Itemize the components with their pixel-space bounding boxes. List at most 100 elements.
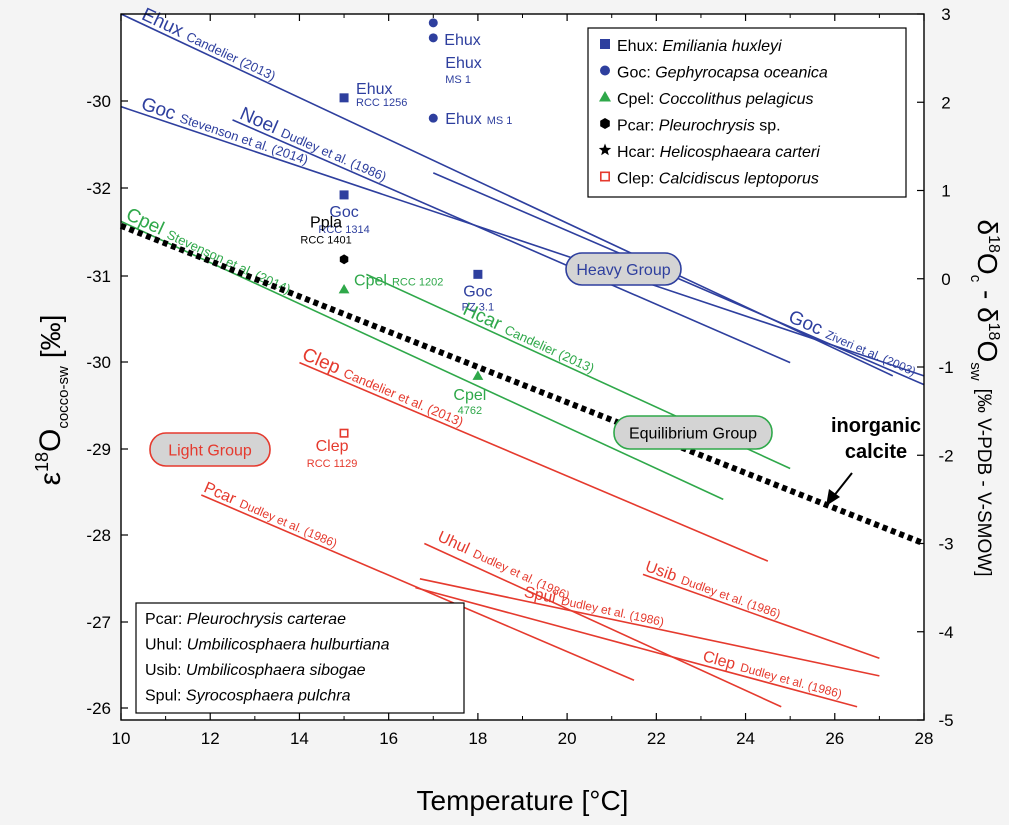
y-left-tick-label: -29: [86, 440, 111, 459]
species-name: Umbilicosphaera sibogae: [186, 662, 366, 679]
point-ehux: [428, 33, 438, 43]
x-tick-label: 22: [647, 729, 666, 748]
y-right-tick-label: -5: [938, 711, 953, 730]
point-name: Ehux: [445, 111, 481, 128]
point-sub-label: RCC 1256: [356, 97, 407, 109]
legend-species: Helicosphaeara carteri: [660, 144, 821, 161]
point-ehux: [339, 93, 349, 103]
y-left-tick-label: -30: [86, 92, 111, 111]
point-label: Goc: [329, 204, 358, 221]
legend-marker: [600, 39, 610, 49]
point-sub-label: PZ 3.1: [462, 301, 494, 313]
y-right-tick-label: -1: [938, 358, 953, 377]
inorganic-arrow-shaft: [832, 472, 853, 498]
y-right-label-part: c: [967, 275, 984, 283]
species-name: Umbilicosphaera hulburtiana: [187, 637, 390, 654]
x-tick-label: 12: [201, 729, 220, 748]
legend-suffix: sp.: [755, 118, 781, 135]
species-legend: Pcar: Pleurochrysis carterae Uhul: Umbili…: [135, 602, 465, 714]
legend-marker: [599, 171, 610, 182]
y-right-tick-label: 0: [941, 270, 950, 289]
legend-abbr: Ehux:: [617, 38, 662, 55]
y-right-label-part: sw: [967, 362, 984, 381]
legend-marker: [599, 91, 611, 102]
legend-abbr: Hcar:: [617, 144, 660, 161]
legend-entry: Ehux: Emiliania huxleyi: [617, 38, 782, 55]
y-left-tick-label: -32: [86, 179, 111, 198]
point-ehux: [428, 113, 438, 123]
group-label: Heavy Group: [576, 262, 670, 279]
point-sub-label: RCC 1202: [392, 276, 443, 288]
point-ppla: [339, 254, 349, 265]
y-label-sup: 18: [32, 452, 52, 472]
y-left-tick-label: -26: [86, 699, 111, 718]
legend-entry: Pcar: Pleurochrysis sp.: [617, 118, 781, 135]
species-abbr: Usib:: [145, 662, 186, 679]
y-right-tick-label: 3: [941, 5, 950, 24]
legend-species: Pleurochrysis: [659, 118, 755, 135]
point-label: Cpel: [453, 387, 486, 404]
group-label: Equilibrium Group: [629, 426, 757, 443]
point-goc: [473, 269, 483, 279]
group-labels: Heavy Group Equilibrium Group Light Group: [149, 252, 773, 467]
legend-marker: [598, 143, 612, 156]
x-tick-label: 26: [825, 729, 844, 748]
point-cpel: [472, 370, 484, 380]
point-label: Ppla: [310, 214, 342, 231]
legend-species: Emiliania huxleyi: [662, 38, 782, 55]
group-pill: [149, 432, 271, 467]
point-sub-label: MS 1: [445, 74, 471, 86]
y-axis-label-right: δ18Oc - δ18Osw[‰ V-PDB - V-SMOW]: [967, 220, 1003, 577]
species-abbr: Uhul:: [145, 637, 187, 654]
species-legend-box: [135, 602, 465, 714]
group-pill: [565, 252, 682, 286]
y-right-label-part: O: [972, 253, 1003, 275]
inorganic-label: inorganic: [831, 415, 921, 437]
legend-entry: Goc: Gephyrocapsa oceanica: [617, 65, 828, 82]
y-left-tick-label: -28: [86, 526, 111, 545]
legend-marker: [600, 118, 610, 129]
species-name: Syrocosphaera pulchra: [186, 688, 351, 705]
point-goc: [339, 190, 349, 200]
legend-species: Coccolithus pelagicus: [659, 91, 814, 108]
species-legend-entry: Uhul: Umbilicosphaera hulburtiana: [145, 637, 390, 654]
y-right-tick-label: -2: [938, 446, 953, 465]
legend-entry: Hcar: Helicosphaeara carteri: [617, 144, 820, 161]
y-right-tick-label: 1: [941, 182, 950, 201]
point-sub-label: RCC 1401: [300, 234, 351, 246]
point-sub-label: RCC 1314: [318, 224, 369, 236]
species-name: Pleurochrysis carterae: [187, 611, 346, 628]
y-right-label-part: 18: [985, 323, 1002, 341]
point-label: Goc: [463, 283, 492, 300]
point-label: Cpel RCC 1202: [354, 272, 443, 289]
series-line-clep: [299, 361, 769, 562]
y-left-tick-label: -31: [86, 267, 111, 286]
x-tick-label: 28: [915, 729, 934, 748]
series-line-usib: [642, 573, 880, 659]
point-cpel: [338, 283, 350, 294]
y-right-label-part: O: [972, 340, 1003, 362]
y-label-epsilon: ε: [34, 472, 67, 485]
point-ehux: [428, 18, 438, 28]
y-left-tick-label: -30: [86, 353, 111, 372]
x-tick-label: 16: [379, 729, 398, 748]
group-label: Light Group: [168, 443, 252, 460]
species-abbr: Spul:: [145, 688, 186, 705]
x-tick-label: 14: [290, 729, 309, 748]
y-left-tick-label: -27: [86, 613, 111, 632]
y-right-tick-label: -4: [938, 623, 953, 642]
x-tick-label: 18: [468, 729, 487, 748]
legend: Ehux: Emiliania huxleyi Goc: Gephyrocapsa…: [587, 27, 907, 198]
y-right-label-part: - δ: [972, 282, 1003, 322]
x-axis-label: Temperature [°C]: [417, 785, 629, 816]
series-line-uhul: [424, 542, 782, 708]
legend-species: Gephyrocapsa oceanica: [655, 65, 828, 82]
species-legend-entry: Usib: Umbilicosphaera sibogae: [145, 662, 366, 679]
species-legend-entry: Pcar: Pleurochrysis carterae: [145, 611, 346, 628]
point-sub-label: RCC 1129: [307, 458, 358, 470]
y-right-label-part: δ: [972, 220, 1003, 236]
y-right-tick-label: -3: [938, 535, 953, 554]
point-sub-label: MS 1: [487, 115, 513, 127]
series-line-noel: [232, 119, 791, 364]
legend-box: [587, 27, 907, 198]
